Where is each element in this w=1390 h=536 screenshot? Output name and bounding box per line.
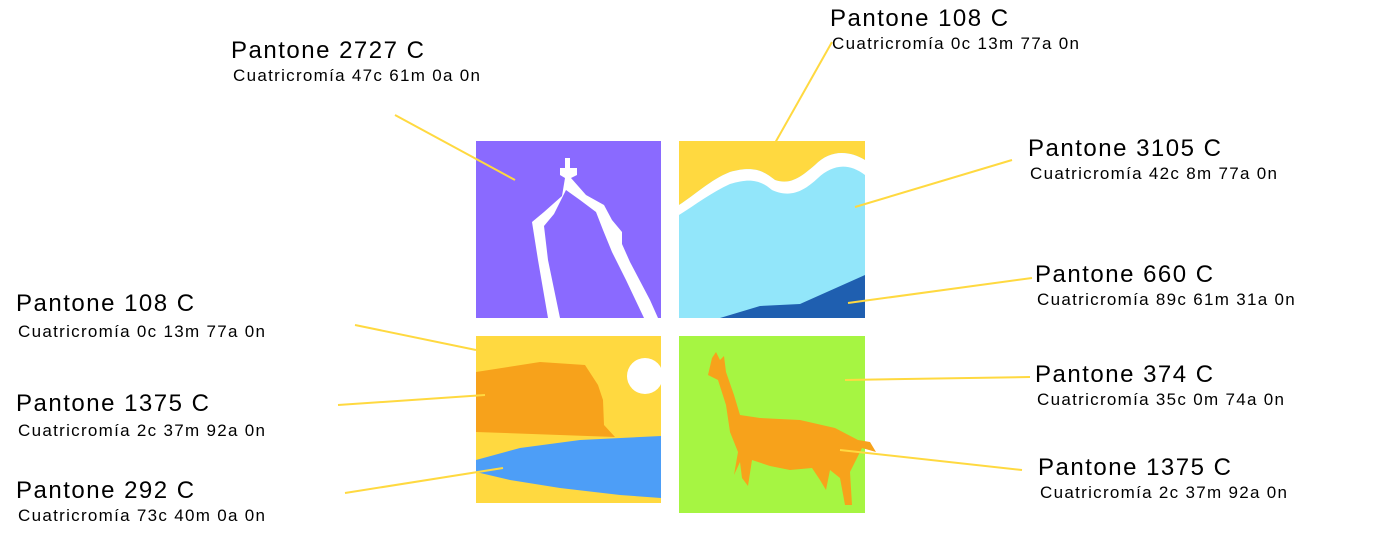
leader-line [845,377,1030,380]
leader-line [338,395,485,405]
diagram: Pantone 2727 CCuatricromía 47c 61m 0a 0n… [0,0,1390,536]
label-title: Pantone 3105 C [1028,135,1278,163]
label-title: Pantone 1375 C [16,390,266,418]
label-subtitle: Cuatricromía 0c 13m 77a 0n [18,321,266,343]
label-title: Pantone 108 C [16,290,266,318]
label-subtitle: Cuatricromía 35c 0m 74a 0n [1037,389,1285,411]
leader-line [855,160,1012,207]
leader-line [775,42,832,143]
label-title: Pantone 292 C [16,477,266,505]
label-title: Pantone 374 C [1035,361,1285,389]
label-subtitle: Cuatricromía 2c 37m 92a 0n [1040,482,1288,504]
leader-line [355,325,476,350]
label-title: Pantone 2727 C [231,37,481,65]
color-label: Pantone 108 C Cuatricromía 0c 13m 77a 0n [16,290,266,343]
label-subtitle: Cuatricromía 42c 8m 77a 0n [1030,163,1278,185]
label-title: Pantone 1375 C [1038,454,1288,482]
label-subtitle: Cuatricromía 73c 40m 0a 0n [18,505,266,527]
label-subtitle: Cuatricromía 2c 37m 92a 0n [18,420,266,442]
label-title: Pantone 108 C [830,5,1080,33]
label-title: Pantone 660 C [1035,261,1296,289]
label-subtitle: Cuatricromía 47c 61m 0a 0n [233,65,481,87]
label-subtitle: Cuatricromía 0c 13m 77a 0n [832,33,1080,55]
label-subtitle: Cuatricromía 89c 61m 31a 0n [1037,289,1296,311]
leader-line [848,278,1032,303]
leader-line [840,450,1022,470]
sun [627,358,663,394]
